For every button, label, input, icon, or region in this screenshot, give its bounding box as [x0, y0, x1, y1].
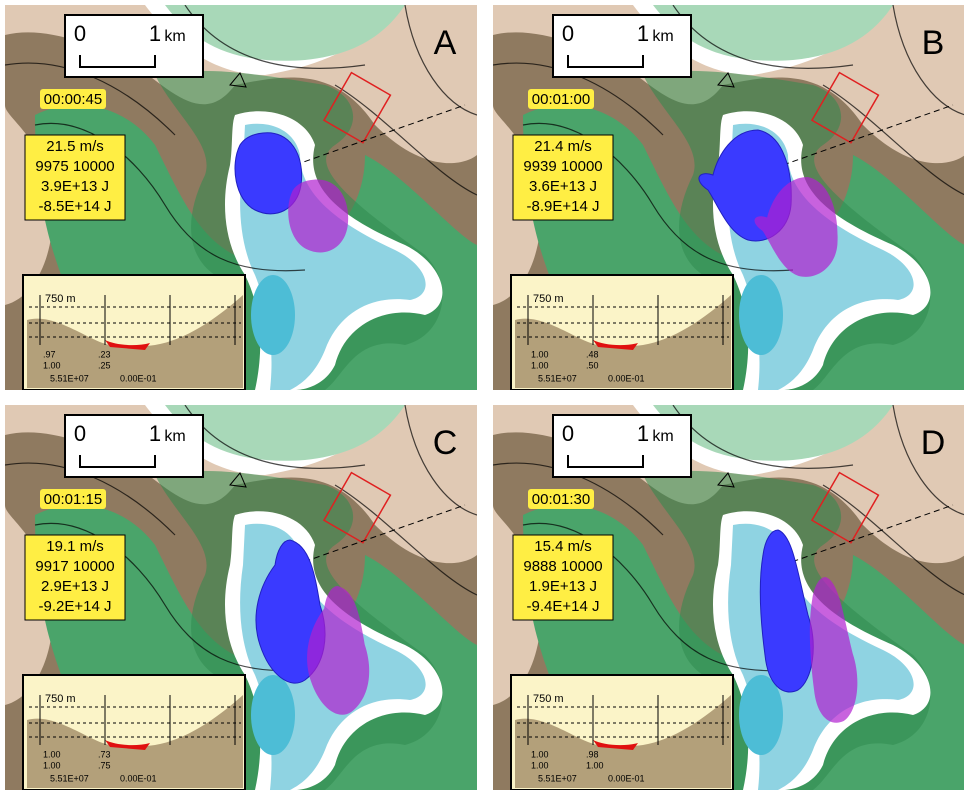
inset-value: 5.51E+07	[538, 373, 577, 383]
stats-line: -8.9E+14 J	[527, 198, 600, 215]
panel-letter: D	[921, 424, 946, 462]
scale-unit: km	[164, 428, 185, 445]
inset-value: .25	[98, 360, 111, 370]
panel-letter: B	[922, 24, 945, 62]
figure: 01kmA00:00:4521.5 m/s9975 100003.9E+13 J…	[0, 0, 964, 790]
scale-unit: km	[652, 28, 673, 45]
stats-line: -8.5E+14 J	[39, 198, 112, 215]
scale-end: 1	[149, 21, 161, 46]
inset-value: .23	[98, 349, 111, 359]
stats-line: 3.9E+13 J	[41, 178, 109, 195]
inset-value: 5.51E+07	[538, 773, 577, 783]
scale-start: 0	[562, 421, 574, 446]
stats-line: -9.4E+14 J	[527, 598, 600, 615]
stats-line: 9975 10000	[35, 158, 114, 175]
time-label: 00:01:15	[44, 491, 102, 508]
scale-end: 1	[637, 421, 649, 446]
stats-line: 9939 10000	[523, 158, 602, 175]
stats-line: 9888 10000	[523, 558, 602, 575]
inset-value: .97	[43, 349, 56, 359]
inset-value: 1.00	[531, 749, 549, 759]
inset-value: 1.00	[43, 760, 61, 770]
inset-value: .50	[586, 360, 599, 370]
stats-line: 1.9E+13 J	[529, 578, 597, 595]
panel-letter: C	[433, 424, 458, 462]
inset-elevation: 750 m	[533, 293, 564, 305]
time-label: 00:01:00	[532, 91, 590, 108]
inset-value: .75	[98, 760, 111, 770]
inset-value: 1.00	[531, 349, 549, 359]
stats-line: 15.4 m/s	[534, 538, 592, 555]
scale-start: 0	[562, 21, 574, 46]
scale-start: 0	[74, 421, 86, 446]
time-label: 00:00:45	[44, 91, 102, 108]
scale-unit: km	[164, 28, 185, 45]
stats-line: 2.9E+13 J	[41, 578, 109, 595]
stats-line: 21.4 m/s	[534, 138, 592, 155]
panel-letter: A	[434, 24, 457, 62]
scale-end: 1	[149, 421, 161, 446]
stats-line: 9917 10000	[35, 558, 114, 575]
time-label: 00:01:30	[532, 491, 590, 508]
stats-line: 3.6E+13 J	[529, 178, 597, 195]
inset-value: 1.00	[531, 360, 549, 370]
inset-value: 1.00	[531, 760, 549, 770]
inset-value: 1.00	[43, 749, 61, 759]
inset-value: 1.00	[43, 360, 61, 370]
inset-value: .98	[586, 749, 599, 759]
inset-elevation: 750 m	[45, 293, 76, 305]
stats-line: 19.1 m/s	[46, 538, 104, 555]
scale-start: 0	[74, 21, 86, 46]
stats-line: -9.2E+14 J	[39, 598, 112, 615]
stats-line: 21.5 m/s	[46, 138, 104, 155]
inset-value: 0.00E-01	[120, 373, 157, 383]
inset-value: .73	[98, 749, 111, 759]
scale-end: 1	[637, 21, 649, 46]
inset-value: 0.00E-01	[608, 773, 645, 783]
inset-elevation: 750 m	[45, 693, 76, 705]
inset-elevation: 750 m	[533, 693, 564, 705]
inset-value: 1.00	[586, 760, 604, 770]
inset-value: 0.00E-01	[608, 373, 645, 383]
inset-value: 5.51E+07	[50, 773, 89, 783]
inset-value: 5.51E+07	[50, 373, 89, 383]
scale-unit: km	[652, 428, 673, 445]
inset-value: .48	[586, 349, 599, 359]
inset-value: 0.00E-01	[120, 773, 157, 783]
